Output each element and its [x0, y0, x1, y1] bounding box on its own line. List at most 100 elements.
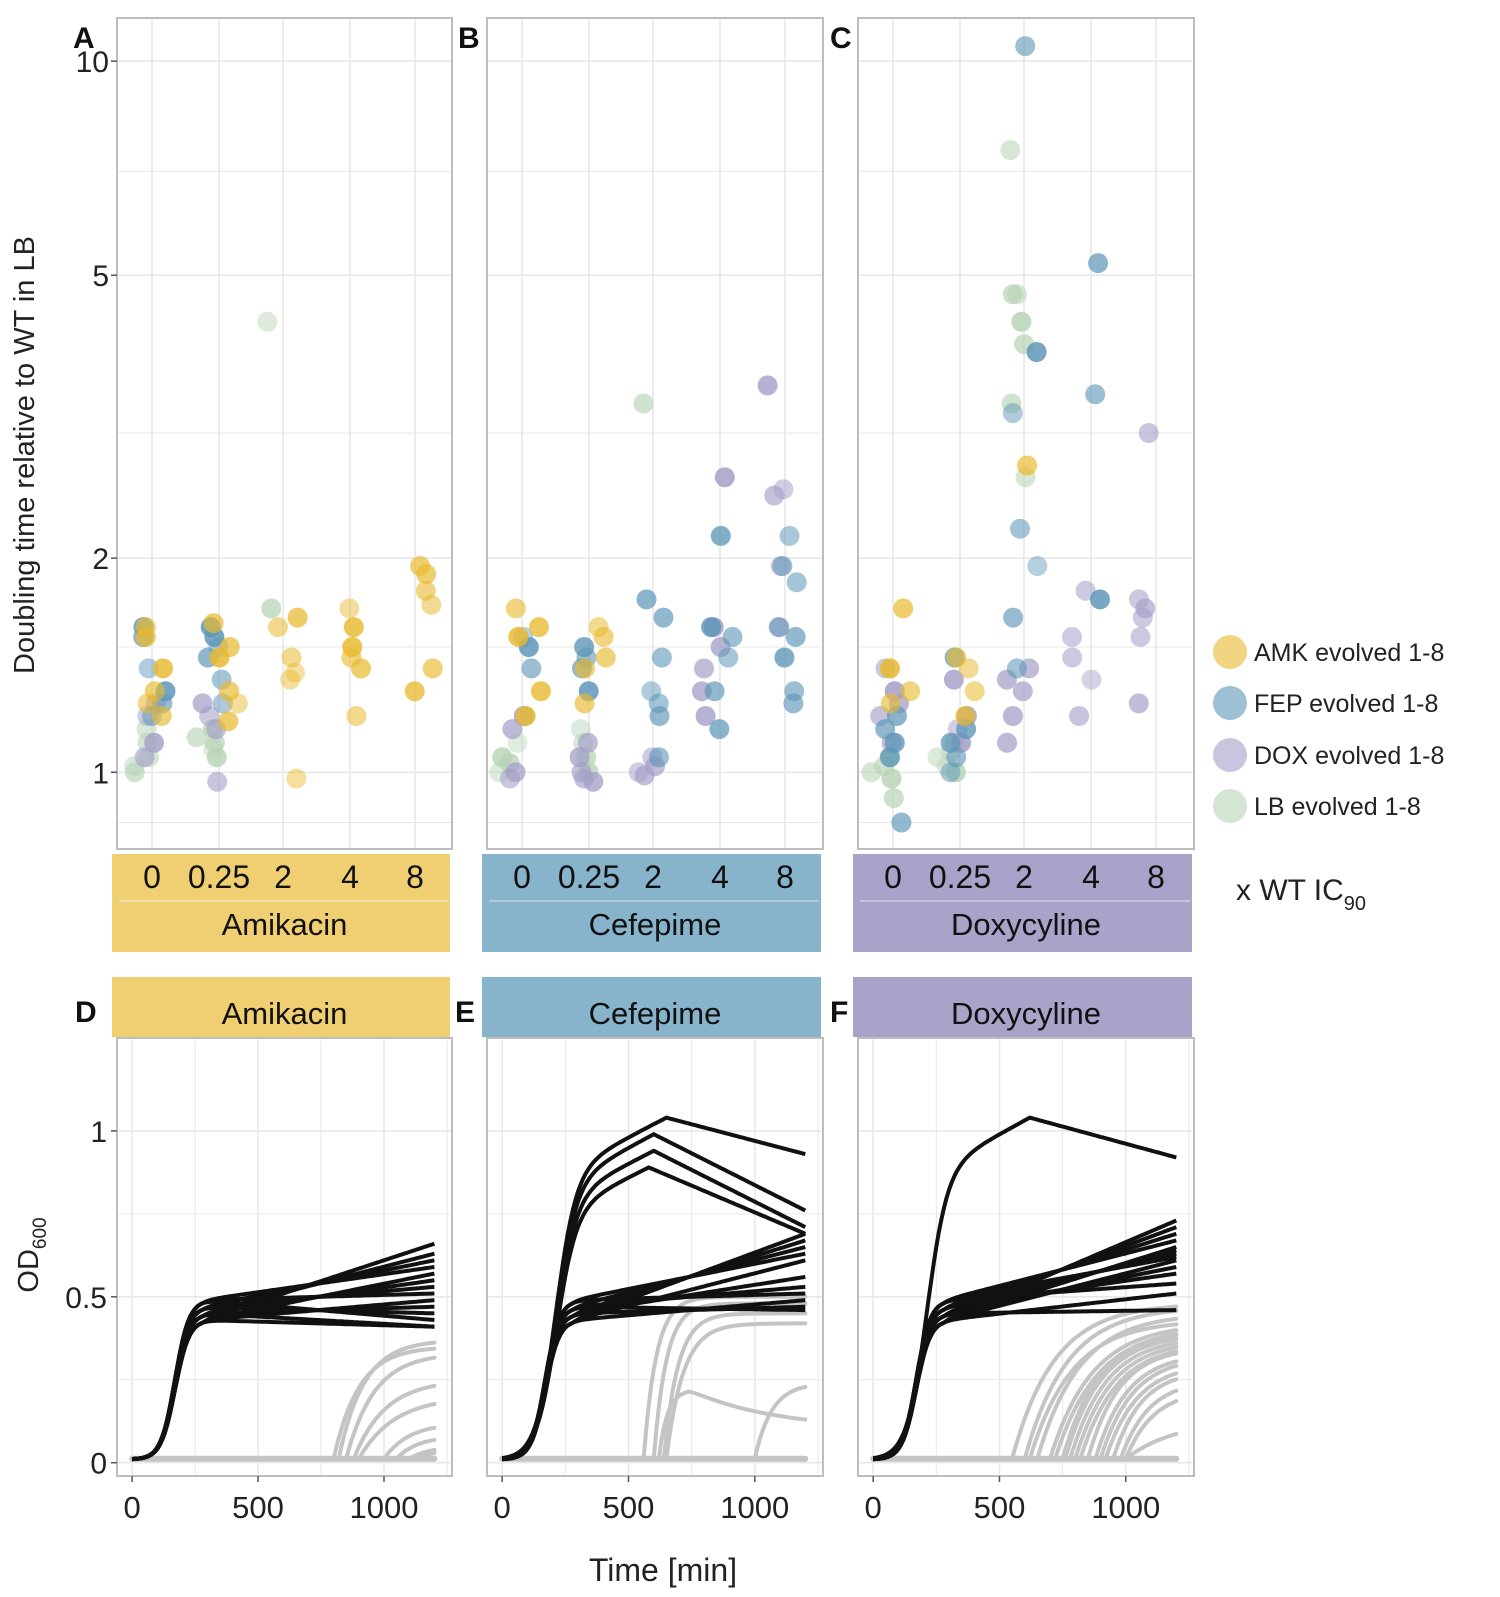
data-point-fep [138, 658, 159, 679]
od-axis-label: OD600 [13, 1217, 51, 1292]
data-point-amk [227, 693, 248, 714]
data-point-amk [137, 693, 158, 714]
data-point-amk [530, 681, 551, 702]
data-point-amk [1017, 455, 1038, 476]
panel-border [486, 17, 824, 850]
data-point-fep [940, 762, 961, 783]
data-point-dox [502, 719, 523, 740]
data-point-dox [634, 765, 655, 786]
legend: AMK evolved 1-8 FEP evolved 1-8 DOX evolve… [1213, 635, 1444, 823]
data-point-amk [893, 598, 914, 619]
panel-border [857, 17, 1195, 850]
data-point-amk [416, 564, 437, 584]
data-point-amk [593, 626, 614, 647]
data-point-amk [505, 598, 526, 619]
strip-background [853, 854, 1192, 952]
data-point-dox [1081, 669, 1102, 690]
data-point-dox [1012, 681, 1033, 702]
drug-strip-label: Cefepime [589, 996, 722, 1031]
data-point-dox [144, 732, 165, 753]
panel-border [116, 1037, 453, 1477]
concentration-axis-label-main: x WT IC [1236, 874, 1344, 907]
x-tick-label: 0 [865, 1490, 882, 1525]
data-point-fep [649, 747, 669, 768]
figure-labels: Doubling time relative to WT in LB x WT … [9, 236, 1366, 1588]
data-point-dox [500, 768, 520, 789]
data-point-amk [346, 706, 367, 726]
data-point-fep [521, 658, 542, 679]
data-point-amk [529, 617, 549, 638]
x-tick-label: 1000 [350, 1490, 419, 1525]
concentration-label: 0 [143, 859, 161, 895]
data-point-amk [219, 681, 240, 702]
data-point-fep [785, 626, 806, 647]
data-point-dox [1075, 580, 1096, 601]
data-point-lb [861, 762, 882, 783]
data-point-amk [900, 681, 921, 702]
growth-curve-grey [871, 1432, 1179, 1461]
data-point-dox [694, 658, 714, 679]
data-point-fep [772, 556, 793, 576]
y-tick-label: 1 [92, 757, 109, 790]
data-point-fep [709, 719, 730, 740]
data-point-fep [704, 681, 725, 702]
data-point-fep [880, 747, 900, 768]
data-point-dox [207, 771, 228, 792]
panel-letter: B [458, 22, 480, 55]
growth-curve-grey [500, 1384, 808, 1461]
data-point-amk [595, 647, 616, 668]
data-point-fep [786, 572, 807, 593]
y-tick-label: 2 [92, 543, 109, 576]
data-point-lb [1000, 140, 1021, 160]
concentration-label: 2 [274, 859, 292, 895]
data-point-amk [880, 658, 900, 679]
y-tick-label: 0 [90, 1448, 107, 1481]
doubling-time-panels: 1 2 5 10A 0 0.25 2 4 8 Amikacin B 0 0.25 2 4 8 Cefepime C… [73, 17, 1195, 952]
data-point-fep [710, 525, 731, 546]
data-point-lb [881, 768, 902, 789]
data-point-dox [134, 747, 155, 768]
legend-swatch-lb [1213, 789, 1247, 823]
concentration-axis-label: x WT IC90 [1236, 874, 1366, 915]
data-point-amk [218, 711, 239, 732]
x-tick-label: 1000 [720, 1490, 789, 1525]
data-point-dox [714, 467, 735, 488]
data-point-fep [1090, 589, 1110, 610]
data-point-amk [268, 617, 288, 638]
data-point-lb [883, 788, 904, 808]
data-point-lb [206, 747, 227, 768]
data-point-amk [508, 626, 529, 647]
data-point-amk [958, 658, 979, 679]
legend-swatch-fep [1213, 686, 1247, 720]
data-point-fep [1002, 403, 1023, 424]
concentration-label: 0.25 [188, 859, 250, 895]
data-point-amk [151, 706, 172, 726]
growth-curve-black [131, 1312, 435, 1462]
legend-label: AMK evolved 1-8 [1254, 639, 1444, 667]
data-point-dox [764, 485, 785, 506]
x-tick-label: 500 [603, 1490, 655, 1525]
data-point-amk [515, 706, 536, 726]
data-point-dox [997, 732, 1018, 753]
x-tick-label: 0 [494, 1490, 511, 1525]
data-point-amk [287, 607, 308, 628]
x-tick-label: 500 [232, 1490, 284, 1525]
growth-curve-black [873, 1308, 1177, 1462]
data-point-amk [964, 681, 985, 702]
legend-swatch-amk [1213, 635, 1247, 669]
data-point-lb [124, 762, 145, 783]
data-point-fep [1088, 253, 1109, 274]
data-point-amk [574, 693, 595, 714]
data-point-fep [718, 647, 739, 668]
y-tick-label: 0.5 [65, 1282, 107, 1315]
data-point-fep [1003, 607, 1024, 628]
panel-letter: D [75, 996, 97, 1029]
growth-curve-black [132, 1299, 435, 1461]
legend-label: LB evolved 1-8 [1254, 793, 1421, 821]
data-point-amk [404, 681, 425, 702]
data-point-fep [1015, 36, 1036, 57]
data-point-fep [636, 589, 657, 610]
panel-letter: F [830, 996, 848, 1029]
data-point-dox [1062, 647, 1083, 668]
